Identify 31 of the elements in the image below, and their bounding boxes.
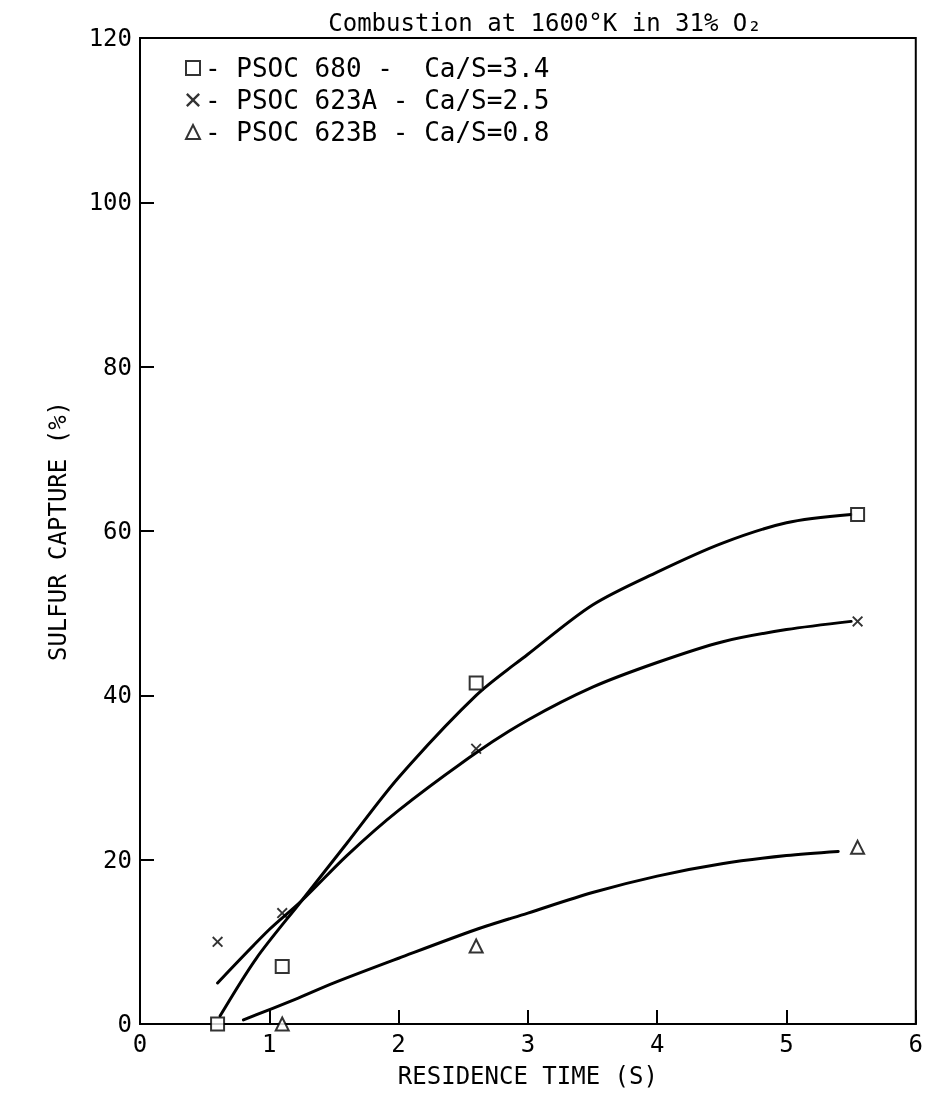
y-tick-label: 20 xyxy=(103,845,132,874)
point xyxy=(468,675,484,691)
point xyxy=(274,1016,290,1032)
y-tick-label: 80 xyxy=(103,352,132,381)
point xyxy=(470,743,482,755)
x-tick-label: 5 xyxy=(779,1030,794,1058)
x-axis-title: RESIDENCE TIME (S) xyxy=(397,1062,658,1090)
x-tick-label: 3 xyxy=(520,1030,536,1058)
point xyxy=(850,507,866,523)
y-tick-label: 60 xyxy=(103,517,132,545)
point xyxy=(852,615,864,627)
point xyxy=(468,938,484,954)
line-series xyxy=(241,849,840,1022)
x-tick-label: 1 xyxy=(262,1030,277,1058)
legend-label: - PSOC 623A - Ca/S=2.5 xyxy=(205,85,550,115)
point xyxy=(276,907,288,919)
legend-label: - PSOC 623B - Ca/S=0.8 xyxy=(205,117,550,147)
y-tick-label: 40 xyxy=(103,681,132,710)
point xyxy=(850,839,866,855)
point xyxy=(212,936,224,948)
y-axis-title: SULFUR CAPTURE (%) xyxy=(44,400,72,662)
y-tick-label: 100 xyxy=(88,188,132,217)
point xyxy=(274,958,290,974)
y-tick-label: 120 xyxy=(88,24,132,52)
y-tick-label: 0 xyxy=(117,1010,132,1038)
x-tick-label: 2 xyxy=(391,1030,406,1058)
chart-title: Combustion at 1600°K in 31% O₂ xyxy=(328,9,762,37)
legend-label: - PSOC 680 - Ca/S=3.4 xyxy=(205,53,550,83)
point xyxy=(210,1016,226,1032)
x-tick-label: 4 xyxy=(649,1030,665,1058)
x-tick-label: 6 xyxy=(908,1030,923,1058)
